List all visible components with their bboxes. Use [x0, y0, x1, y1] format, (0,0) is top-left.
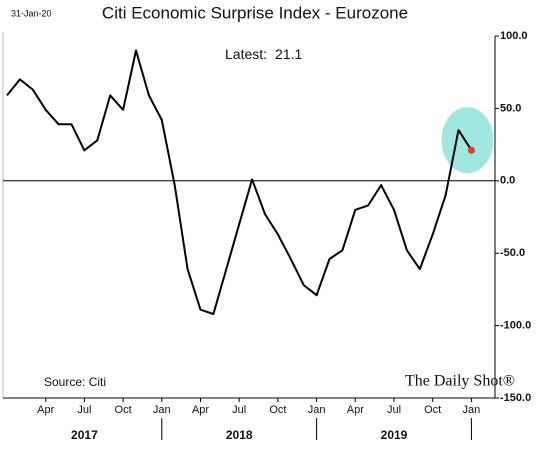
annotation-value: 21.1 [275, 46, 302, 62]
x-tick-label: Jan [463, 404, 481, 416]
x-tick-label: Oct [424, 404, 441, 416]
year-label: 2019 [381, 428, 408, 442]
x-tick-label: Jul [387, 404, 401, 416]
x-tick-label: Oct [115, 404, 132, 416]
x-tick-label: Jan [153, 404, 171, 416]
x-tick-label: Jan [308, 404, 326, 416]
x-tick-label: Jul [77, 404, 91, 416]
y-tick-label: 50.0 [500, 102, 521, 114]
x-tick-label: Oct [269, 404, 286, 416]
y-tick-label: -50.0 [500, 247, 525, 259]
year-label: 2017 [71, 428, 98, 442]
y-tick-label: -150.0 [500, 392, 531, 404]
x-tick-label: Apr [347, 404, 364, 416]
y-tick-label: 100.0 [500, 30, 528, 42]
year-label: 2018 [226, 428, 253, 442]
date-label: 31-Jan-20 [11, 8, 52, 18]
y-tick-label: 0.0 [500, 175, 515, 187]
x-tick-label: Apr [37, 404, 54, 416]
x-tick-label: Jul [232, 404, 246, 416]
annotation-label: Latest: [225, 46, 267, 62]
brand: The Daily Shot® [405, 373, 515, 390]
x-tick-label: Apr [192, 404, 209, 416]
series-line [6, 49, 473, 315]
highlight [441, 107, 494, 174]
source: Source: Citi [44, 375, 106, 389]
annotation: Latest: 21.1 [225, 46, 302, 62]
latest-point [467, 146, 475, 154]
chart-title: Citi Economic Surprise Index - Eurozone [102, 3, 408, 22]
y-tick-label: -100.0 [500, 320, 531, 332]
